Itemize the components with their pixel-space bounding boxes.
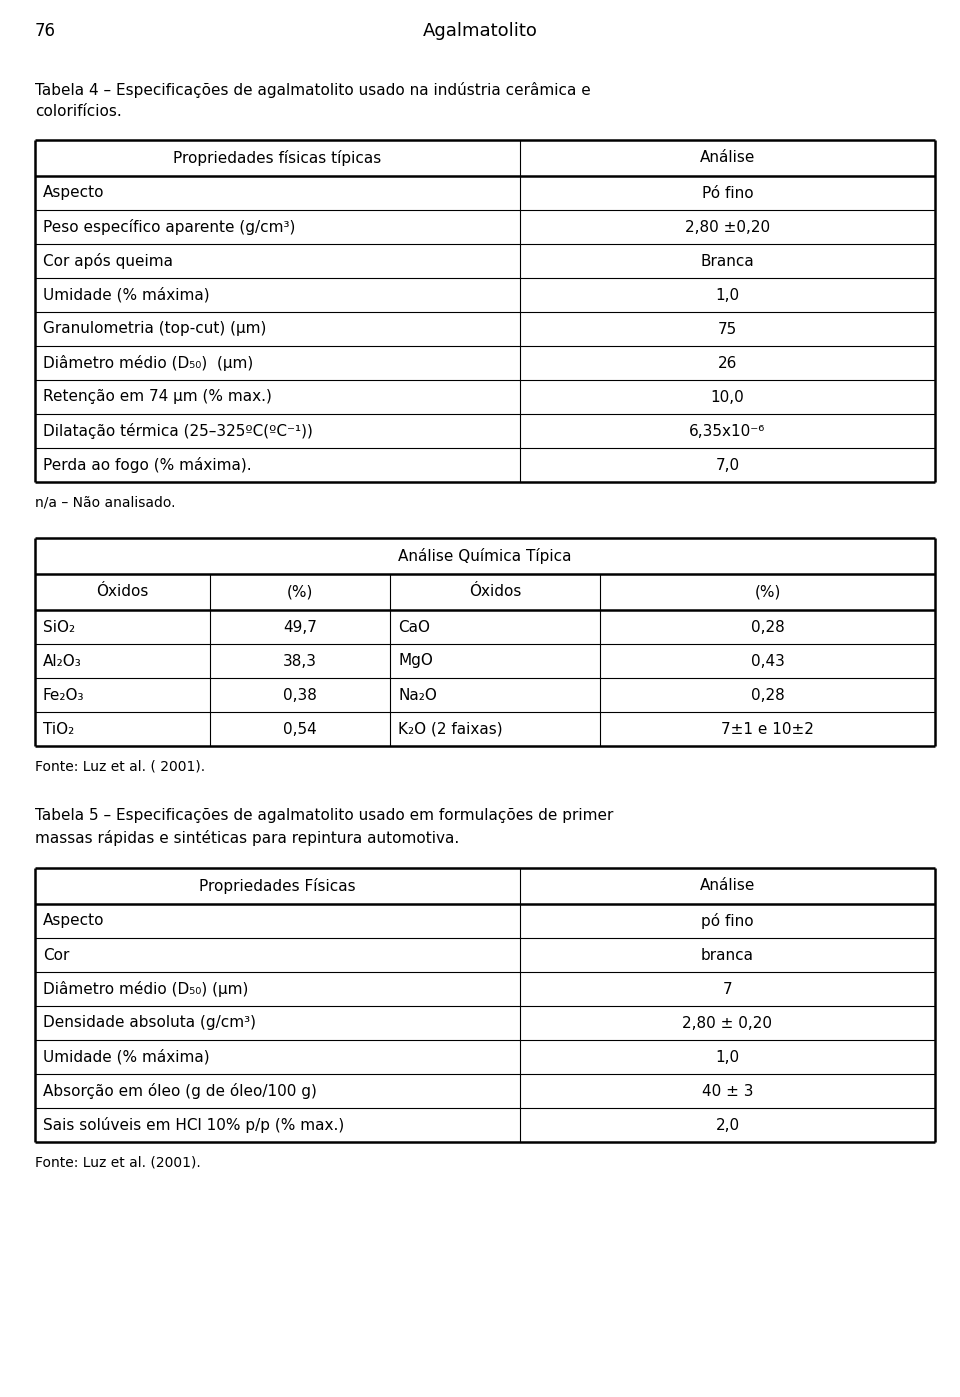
Text: Densidade absoluta (g/cm³): Densidade absoluta (g/cm³): [43, 1016, 256, 1031]
Text: massas rápidas e sintéticas para repintura automotiva.: massas rápidas e sintéticas para repintu…: [35, 830, 459, 847]
Text: 76: 76: [35, 22, 56, 41]
Text: Na₂O: Na₂O: [398, 687, 437, 703]
Text: Umidade (% máxima): Umidade (% máxima): [43, 1049, 209, 1065]
Text: Granulometria (top-cut) (µm): Granulometria (top-cut) (µm): [43, 321, 266, 337]
Text: Umidade (% máxima): Umidade (% máxima): [43, 288, 209, 303]
Text: Sais solúveis em HCl 10% p/p (% max.): Sais solúveis em HCl 10% p/p (% max.): [43, 1118, 345, 1133]
Text: (%): (%): [755, 584, 780, 599]
Text: 49,7: 49,7: [283, 619, 317, 634]
Text: Diâmetro médio (D₅₀)  (µm): Diâmetro médio (D₅₀) (µm): [43, 355, 253, 372]
Text: 0,28: 0,28: [751, 687, 784, 703]
Text: colorifícios.: colorifícios.: [35, 103, 122, 119]
Text: Absorção em óleo (g de óleo/100 g): Absorção em óleo (g de óleo/100 g): [43, 1083, 317, 1099]
Text: Aspecto: Aspecto: [43, 186, 105, 201]
Text: Fonte: Luz et al. (2001).: Fonte: Luz et al. (2001).: [35, 1155, 201, 1171]
Text: TiO₂: TiO₂: [43, 721, 74, 736]
Text: Agalmatolito: Agalmatolito: [422, 22, 538, 41]
Text: 1,0: 1,0: [715, 288, 739, 303]
Text: Peso específico aparente (g/cm³): Peso específico aparente (g/cm³): [43, 219, 296, 235]
Text: 7±1 e 10±2: 7±1 e 10±2: [721, 721, 814, 736]
Text: K₂O (2 faixas): K₂O (2 faixas): [398, 721, 503, 736]
Text: 7,0: 7,0: [715, 457, 739, 472]
Text: (%): (%): [287, 584, 313, 599]
Text: pó fino: pó fino: [701, 914, 754, 929]
Text: 10,0: 10,0: [710, 390, 744, 405]
Text: 2,80 ± 0,20: 2,80 ± 0,20: [683, 1016, 773, 1031]
Text: 0,38: 0,38: [283, 687, 317, 703]
Text: Análise: Análise: [700, 879, 756, 894]
Text: 2,0: 2,0: [715, 1118, 739, 1133]
Text: branca: branca: [701, 947, 754, 963]
Text: 0,28: 0,28: [751, 619, 784, 634]
Text: Tabela 4 – Especificações de agalmatolito usado na indústria cerâmica e: Tabela 4 – Especificações de agalmatolit…: [35, 82, 590, 98]
Text: Óxidos: Óxidos: [468, 584, 521, 599]
Text: Fonte: Luz et al. ( 2001).: Fonte: Luz et al. ( 2001).: [35, 760, 205, 774]
Text: 75: 75: [718, 321, 737, 337]
Text: 40 ± 3: 40 ± 3: [702, 1084, 754, 1098]
Text: 26: 26: [718, 355, 737, 370]
Text: 1,0: 1,0: [715, 1049, 739, 1065]
Text: 2,80 ±0,20: 2,80 ±0,20: [684, 219, 770, 235]
Text: Propriedades físicas típicas: Propriedades físicas típicas: [174, 149, 382, 166]
Text: Pó fino: Pó fino: [702, 186, 754, 201]
Text: Dilatação térmica (25–325ºC(ºC⁻¹)): Dilatação térmica (25–325ºC(ºC⁻¹)): [43, 423, 313, 439]
Text: Al₂O₃: Al₂O₃: [43, 654, 82, 669]
Text: Retenção em 74 µm (% max.): Retenção em 74 µm (% max.): [43, 390, 272, 405]
Text: Tabela 5 – Especificações de agalmatolito usado em formulações de primer: Tabela 5 – Especificações de agalmatolit…: [35, 807, 613, 823]
Text: 0,43: 0,43: [751, 654, 784, 669]
Text: n/a – Não analisado.: n/a – Não analisado.: [35, 496, 176, 510]
Text: Aspecto: Aspecto: [43, 914, 105, 929]
Text: CaO: CaO: [398, 619, 430, 634]
Text: Fe₂O₃: Fe₂O₃: [43, 687, 84, 703]
Text: Análise: Análise: [700, 151, 756, 165]
Text: Branca: Branca: [701, 253, 755, 268]
Text: MgO: MgO: [398, 654, 433, 669]
Text: 6,35x10⁻⁶: 6,35x10⁻⁶: [689, 423, 766, 439]
Text: SiO₂: SiO₂: [43, 619, 75, 634]
Text: Diâmetro médio (D₅₀) (µm): Diâmetro médio (D₅₀) (µm): [43, 981, 249, 997]
Text: Análise Química Típica: Análise Química Típica: [398, 548, 572, 564]
Text: Óxidos: Óxidos: [96, 584, 149, 599]
Text: Perda ao fogo (% máxima).: Perda ao fogo (% máxima).: [43, 457, 252, 474]
Text: Propriedades Físicas: Propriedades Físicas: [199, 877, 356, 894]
Text: 38,3: 38,3: [283, 654, 317, 669]
Text: 7: 7: [723, 982, 732, 996]
Text: Cor: Cor: [43, 947, 69, 963]
Text: Cor após queima: Cor após queima: [43, 253, 173, 270]
Text: 0,54: 0,54: [283, 721, 317, 736]
